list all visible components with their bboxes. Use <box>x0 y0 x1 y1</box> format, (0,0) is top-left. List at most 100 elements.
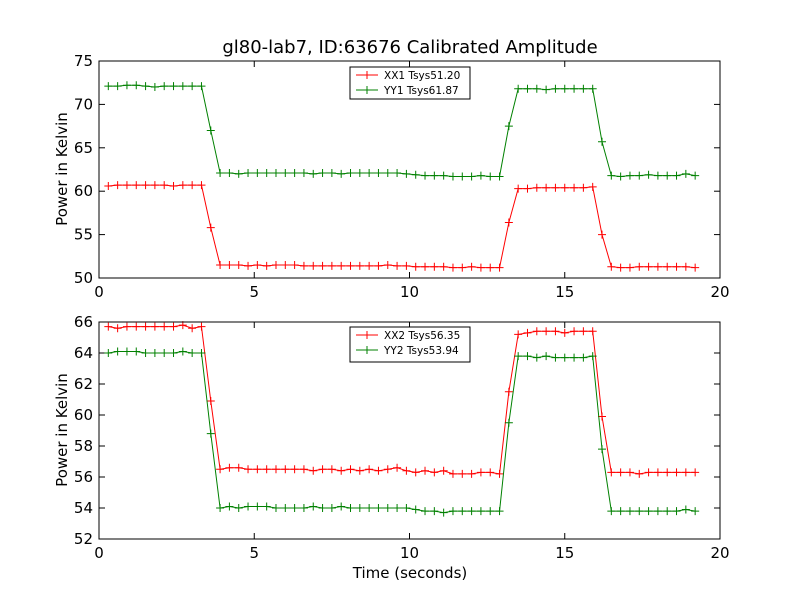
data-point <box>281 168 290 177</box>
data-point <box>607 468 616 477</box>
data-point <box>672 171 681 180</box>
data-point <box>495 507 504 516</box>
data-point <box>160 181 169 190</box>
data-point <box>299 465 308 474</box>
data-point <box>216 168 225 177</box>
data-point <box>281 504 290 512</box>
data-point <box>514 352 523 361</box>
data-point <box>132 322 141 331</box>
ticks-bottom: 0 5 10 15 20 52 54 56 58 60 62 64 66 <box>74 313 730 562</box>
data-point <box>542 352 551 361</box>
data-point <box>514 184 523 193</box>
data-point <box>448 507 457 516</box>
data-point <box>486 507 495 516</box>
data-point <box>197 82 206 91</box>
data-point <box>337 466 346 475</box>
x-tick-label: 0 <box>94 283 104 301</box>
plot-frame-bottom <box>98 321 721 540</box>
data-point <box>327 261 336 270</box>
data-point <box>290 168 299 177</box>
data-point <box>374 466 383 475</box>
data-point <box>383 465 392 474</box>
data-point <box>188 181 197 190</box>
data-point <box>383 504 392 512</box>
data-point <box>681 505 690 514</box>
data-point <box>374 168 383 177</box>
y-tick-label: 70 <box>74 95 93 113</box>
data-point <box>588 352 597 361</box>
data-point <box>588 327 597 336</box>
data-point <box>150 83 159 92</box>
data-point <box>355 261 364 270</box>
data-point <box>504 418 513 427</box>
data-point <box>206 429 215 438</box>
data-point <box>337 261 346 270</box>
data-point <box>197 322 206 331</box>
data-point <box>607 262 616 271</box>
data-point <box>365 168 374 177</box>
data-point <box>458 263 467 272</box>
data-point <box>411 262 420 271</box>
data-point <box>579 183 588 192</box>
data-point <box>570 84 579 93</box>
data-point <box>104 349 113 357</box>
data-point <box>421 171 430 180</box>
data-point <box>616 263 625 272</box>
data-point <box>309 466 318 475</box>
x-tick-label: 10 <box>400 544 419 562</box>
data-point <box>421 262 430 271</box>
data-point <box>234 260 243 269</box>
data-point <box>113 324 122 333</box>
data-point <box>532 353 541 362</box>
legend-marker <box>363 331 371 339</box>
series-top <box>104 81 700 272</box>
data-point <box>411 505 420 514</box>
data-point <box>542 327 551 336</box>
data-point <box>365 504 374 512</box>
data-point <box>635 507 644 516</box>
data-point <box>635 171 644 180</box>
data-point <box>225 463 234 472</box>
y-axis-label-bottom: Power in Kelvin <box>53 373 71 487</box>
data-point <box>355 504 364 512</box>
data-point <box>607 507 616 516</box>
data-point <box>216 504 225 512</box>
data-point <box>486 263 495 272</box>
data-point <box>337 169 346 178</box>
x-tick-label: 5 <box>249 544 259 562</box>
series-line-xx <box>108 324 696 475</box>
y-tick-label: 52 <box>74 530 93 548</box>
data-point <box>206 126 215 135</box>
legend-label: XX1 Tsys51.20 <box>384 70 460 82</box>
data-point <box>169 349 178 357</box>
data-point <box>281 465 290 474</box>
data-point <box>271 168 280 177</box>
data-point <box>150 349 159 357</box>
data-point <box>458 469 467 478</box>
data-point <box>132 181 141 190</box>
data-point <box>132 81 141 90</box>
data-point <box>281 260 290 269</box>
data-point <box>262 465 271 474</box>
y-tick-label: 62 <box>74 375 93 393</box>
data-point <box>299 504 308 512</box>
data-point <box>560 183 569 192</box>
data-point <box>625 468 634 477</box>
data-point <box>253 465 262 474</box>
data-point <box>570 183 579 192</box>
data-point <box>523 184 532 193</box>
data-point <box>290 504 299 512</box>
data-point <box>346 504 355 512</box>
data-point <box>579 353 588 362</box>
data-point <box>327 168 336 177</box>
data-point <box>393 504 402 512</box>
data-point <box>234 504 243 512</box>
y-tick-label: 64 <box>74 344 93 362</box>
data-point <box>663 468 672 477</box>
data-point <box>588 84 597 93</box>
y-tick-label: 60 <box>74 182 93 200</box>
data-point <box>402 261 411 270</box>
data-point <box>402 466 411 475</box>
data-point <box>169 82 178 91</box>
